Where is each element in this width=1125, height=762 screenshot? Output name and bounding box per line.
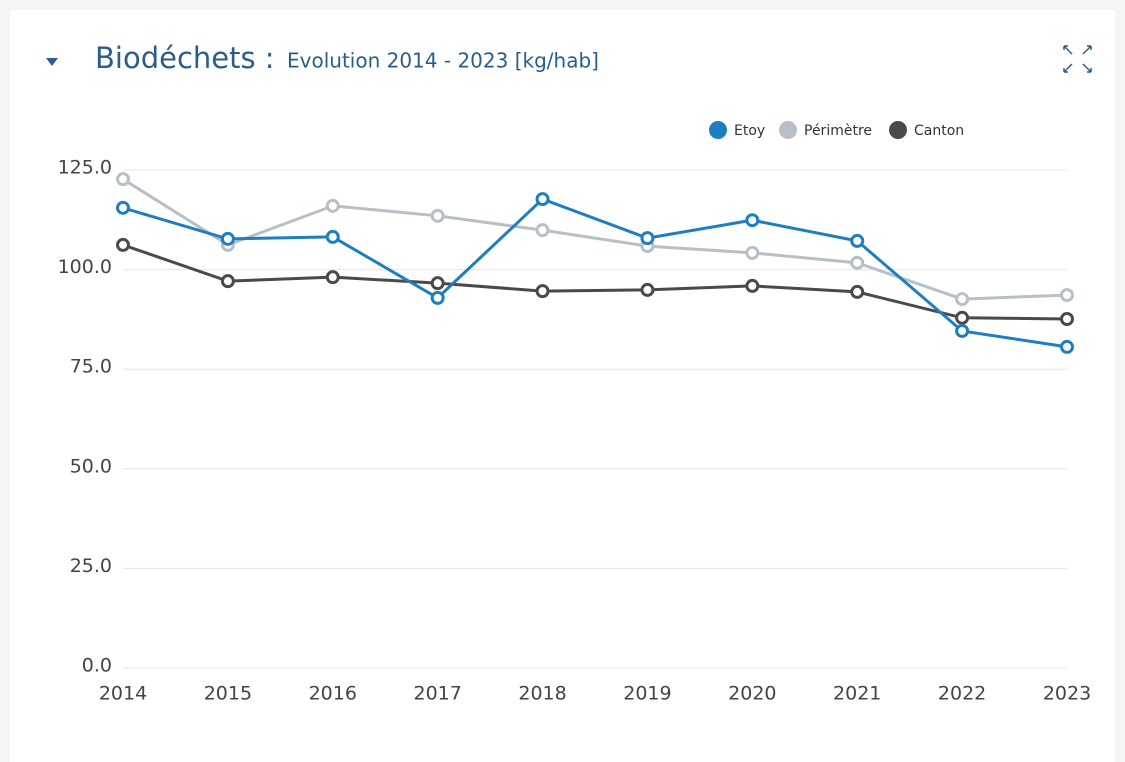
- data-point: [1060, 288, 1074, 303]
- data-point: [850, 255, 865, 270]
- series-line: [122, 197, 1068, 349]
- data-point: [220, 231, 235, 246]
- legend-label: Etoy: [734, 123, 765, 139]
- chart-subtitle: Evolution 2014 - 2023 [kg/hab]: [287, 49, 599, 73]
- data-point: [640, 282, 655, 297]
- data-point: [116, 172, 130, 187]
- data-point: [430, 208, 445, 223]
- x-tick-label: 2021: [833, 683, 881, 705]
- data-point: [535, 223, 550, 238]
- y-tick-label: 0.0: [82, 655, 112, 677]
- data-point: [850, 233, 865, 248]
- data-point: [745, 245, 760, 260]
- data-point: [430, 276, 445, 291]
- x-tick-label: 2018: [518, 683, 566, 705]
- data-point: [325, 198, 340, 213]
- legend-marker: [779, 121, 797, 139]
- x-tick-label: 2019: [623, 683, 671, 705]
- collapse-toggle[interactable]: [46, 58, 58, 66]
- legend-marker: [709, 121, 727, 139]
- data-point: [955, 310, 970, 325]
- data-point: [955, 292, 970, 307]
- x-tick-label: 2022: [938, 683, 986, 705]
- chart-title: Biodéchets :: [95, 41, 275, 75]
- y-tick-label: 50.0: [70, 455, 112, 477]
- x-tick-label: 2020: [728, 683, 776, 705]
- legend-label: Périmètre: [804, 123, 872, 139]
- data-point: [116, 200, 130, 215]
- data-point: [745, 213, 760, 228]
- y-tick-label: 75.0: [70, 356, 112, 378]
- data-point: [745, 278, 760, 293]
- data-point: [325, 229, 340, 244]
- series-line: [122, 243, 1068, 321]
- data-point: [430, 290, 445, 305]
- data-point: [535, 192, 550, 207]
- legend-label: Canton: [914, 123, 964, 139]
- data-point: [220, 274, 235, 289]
- data-point: [325, 270, 340, 285]
- legend-marker: [889, 121, 907, 139]
- y-tick-label: 125.0: [58, 157, 112, 179]
- data-point: [1060, 312, 1074, 327]
- y-tick-label: 25.0: [70, 555, 112, 577]
- y-tick-label: 100.0: [58, 256, 112, 278]
- x-tick-label: 2017: [413, 683, 461, 705]
- expand-icon[interactable]: [1063, 45, 1092, 73]
- data-point: [955, 323, 970, 338]
- card: [10, 10, 1115, 762]
- data-point: [116, 237, 130, 252]
- data-point: [535, 284, 550, 299]
- x-tick-label: 2015: [204, 683, 252, 705]
- data-point: [1060, 339, 1074, 354]
- x-tick-label: 2014: [99, 683, 147, 705]
- series-line: [122, 177, 1068, 301]
- x-tick-label: 2016: [309, 683, 357, 705]
- data-point: [850, 284, 865, 299]
- x-tick-label: 2023: [1043, 683, 1091, 705]
- data-point: [640, 231, 655, 246]
